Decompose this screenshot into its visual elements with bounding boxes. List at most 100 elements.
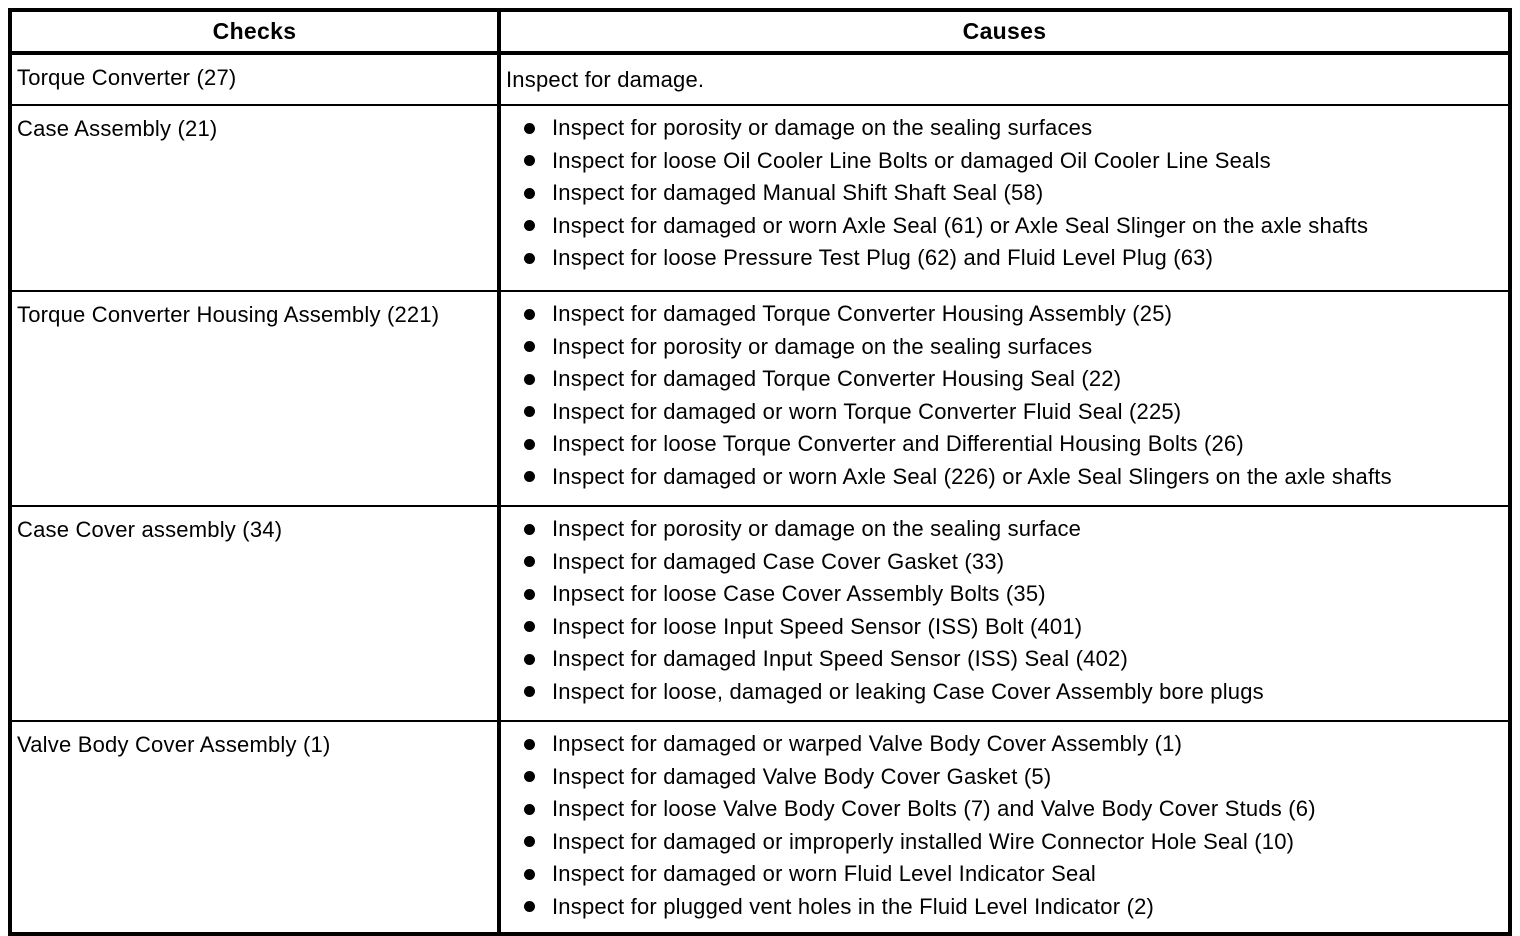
checks-column-header: Checks bbox=[10, 10, 501, 55]
check-cell: Torque Converter Housing Assembly (221) bbox=[10, 290, 501, 506]
cause-text: Inspect for damaged or improperly instal… bbox=[552, 828, 1295, 854]
cause-item: Inspect for damaged Torque Converter Hou… bbox=[501, 298, 1508, 331]
cause-item: Inspect for porosity or damage on the se… bbox=[501, 112, 1508, 145]
check-cell: Case Cover assembly (34) bbox=[10, 505, 501, 721]
cause-item: Inspect for damaged Case Cover Gasket (3… bbox=[501, 546, 1508, 579]
cause-text: Inpsect for damaged or warped Valve Body… bbox=[552, 731, 1183, 757]
cause-item: Inspect for damaged Input Speed Sensor (… bbox=[501, 643, 1508, 676]
cause-item: Inspect for loose Valve Body Cover Bolts… bbox=[501, 793, 1508, 826]
bullet-icon bbox=[524, 686, 535, 698]
cause-text: Inspect for damaged or worn Fluid Level … bbox=[552, 861, 1096, 887]
header-row: Checks Causes bbox=[10, 10, 1510, 55]
bullet-icon bbox=[524, 471, 535, 483]
bullet-icon bbox=[524, 155, 535, 167]
bullet-icon bbox=[524, 523, 535, 535]
bullet-icon bbox=[524, 438, 535, 450]
causes-list: Inpsect for damaged or warped Valve Body… bbox=[501, 723, 1508, 924]
bullet-icon bbox=[524, 771, 535, 783]
bullet-icon bbox=[524, 220, 535, 232]
cause-text: Inspect for loose Input Speed Sensor (IS… bbox=[552, 613, 1083, 639]
cause-text: Inspect for loose Valve Body Cover Bolts… bbox=[552, 796, 1316, 822]
cause-text: Inspect for damaged Input Speed Sensor (… bbox=[552, 646, 1128, 672]
bullet-icon bbox=[524, 901, 535, 913]
bullet-icon bbox=[524, 803, 535, 815]
cause-item: Inspect for plugged vent holes in the Fl… bbox=[501, 891, 1508, 924]
table-row: Case Assembly (21) Inspect for porosity o… bbox=[10, 104, 1510, 291]
cause-text: Inspect for loose Pressure Test Plug (62… bbox=[552, 245, 1214, 271]
checks-causes-table: Checks Causes Torque Converter (27) Inspe… bbox=[8, 8, 1512, 936]
check-label: Case Assembly (21) bbox=[17, 116, 218, 141]
cause-text: Inspect for porosity or damage on the se… bbox=[552, 516, 1082, 542]
table-header: Checks Causes bbox=[10, 10, 1510, 55]
cause-text: Inspect for damaged Valve Body Cover Gas… bbox=[552, 763, 1052, 789]
cause-text: Inspect for porosity or damage on the se… bbox=[552, 333, 1093, 359]
cause-text: Inspect for damaged Torque Converter Hou… bbox=[552, 366, 1122, 392]
causes-cell: Inspect for damaged Torque Converter Hou… bbox=[499, 290, 1510, 506]
bullet-icon bbox=[524, 556, 535, 568]
table-row: Case Cover assembly (34) Inspect for poro… bbox=[10, 505, 1510, 721]
causes-list: Inspect for damaged Torque Converter Hou… bbox=[501, 293, 1508, 494]
document-page: Checks Causes Torque Converter (27) Inspe… bbox=[8, 8, 1512, 936]
check-label: Valve Body Cover Assembly (1) bbox=[17, 732, 331, 757]
cause-text: Inspect for damaged or worn Axle Seal (2… bbox=[552, 463, 1392, 489]
bullet-icon bbox=[524, 588, 535, 600]
cause-text: Inpsect for loose Case Cover Assembly Bo… bbox=[552, 581, 1046, 607]
bullet-icon bbox=[524, 836, 535, 848]
causes-list: Inspect for porosity or damage on the se… bbox=[501, 107, 1508, 275]
causes-list: Inspect for porosity or damage on the se… bbox=[501, 508, 1508, 709]
bullet-icon bbox=[524, 406, 535, 418]
cause-item: Inspect for porosity or damage on the se… bbox=[501, 331, 1508, 364]
check-cell: Torque Converter (27) bbox=[10, 53, 501, 105]
bullet-icon bbox=[524, 308, 535, 320]
table-row: Torque Converter Housing Assembly (221) I… bbox=[10, 290, 1510, 506]
check-cell: Valve Body Cover Assembly (1) bbox=[10, 720, 501, 934]
cause-item: Inspect for damaged or worn Torque Conve… bbox=[501, 396, 1508, 429]
cause-text: Inspect for damaged Case Cover Gasket (3… bbox=[552, 548, 1005, 574]
causes-cell: Inspect for porosity or damage on the se… bbox=[499, 505, 1510, 721]
check-label: Case Cover assembly (34) bbox=[17, 517, 283, 542]
bullet-icon bbox=[524, 653, 535, 665]
bullet-icon bbox=[524, 252, 535, 264]
cause-text: Inspect for loose Torque Converter and D… bbox=[552, 431, 1244, 457]
cause-item: Inspect for damaged or worn Axle Seal (6… bbox=[501, 210, 1508, 243]
causes-column-header: Causes bbox=[499, 10, 1510, 55]
cause-item: Inspect for damaged Valve Body Cover Gas… bbox=[501, 761, 1508, 794]
cause-item: Inspect for porosity or damage on the se… bbox=[501, 513, 1508, 546]
bullet-icon bbox=[524, 868, 535, 880]
cause-item: Inspect for damaged or improperly instal… bbox=[501, 826, 1508, 859]
cause-item: Inspect for loose Pressure Test Plug (62… bbox=[501, 242, 1508, 275]
cause-item: Inspect for damaged Manual Shift Shaft S… bbox=[501, 177, 1508, 210]
bullet-icon bbox=[524, 122, 535, 134]
cause-text: Inspect for damaged or worn Torque Conve… bbox=[552, 398, 1182, 424]
cause-text: Inspect for damaged or worn Axle Seal (6… bbox=[552, 212, 1369, 238]
table-row: Torque Converter (27) Inspect for damage. bbox=[10, 53, 1510, 105]
table-row: Valve Body Cover Assembly (1) Inpsect for… bbox=[10, 720, 1510, 934]
causes-cell: Inspect for damage. bbox=[499, 53, 1510, 105]
cause-item: Inspect for damaged or worn Fluid Level … bbox=[501, 858, 1508, 891]
check-cell: Case Assembly (21) bbox=[10, 104, 501, 291]
bullet-icon bbox=[524, 187, 535, 199]
cause-item: Inspect for loose Oil Cooler Line Bolts … bbox=[501, 145, 1508, 178]
table-body: Torque Converter (27) Inspect for damage.… bbox=[10, 53, 1510, 934]
check-label: Torque Converter (27) bbox=[17, 65, 237, 90]
cause-text: Inspect for plugged vent holes in the Fl… bbox=[552, 893, 1155, 919]
cause-item: Inspect for loose Input Speed Sensor (IS… bbox=[501, 611, 1508, 644]
cause-item: Inspect for damaged Torque Converter Hou… bbox=[501, 363, 1508, 396]
cause-item: Inspect for damaged or worn Axle Seal (2… bbox=[501, 461, 1508, 494]
cause-text: Inspect for damaged Manual Shift Shaft S… bbox=[552, 180, 1044, 206]
cause-item: Inspect for loose Torque Converter and D… bbox=[501, 428, 1508, 461]
bullet-icon bbox=[524, 341, 535, 353]
cause-text: Inspect for porosity or damage on the se… bbox=[552, 115, 1093, 141]
cause-text: Inspect for loose, damaged or leaking Ca… bbox=[552, 678, 1264, 704]
cause-item: Inspect for loose, damaged or leaking Ca… bbox=[501, 676, 1508, 709]
bullet-icon bbox=[524, 738, 535, 750]
cause-item: Inpsect for damaged or warped Valve Body… bbox=[501, 728, 1508, 761]
cause-text: Inspect for loose Oil Cooler Line Bolts … bbox=[552, 147, 1271, 173]
causes-cell: Inspect for porosity or damage on the se… bbox=[499, 104, 1510, 291]
causes-cell: Inpsect for damaged or warped Valve Body… bbox=[499, 720, 1510, 934]
cause-text: Inspect for damaged Torque Converter Hou… bbox=[552, 301, 1173, 327]
bullet-icon bbox=[524, 373, 535, 385]
bullet-icon bbox=[524, 621, 535, 633]
cause-text: Inspect for damage. bbox=[506, 66, 705, 92]
check-label: Torque Converter Housing Assembly (221) bbox=[17, 302, 440, 327]
